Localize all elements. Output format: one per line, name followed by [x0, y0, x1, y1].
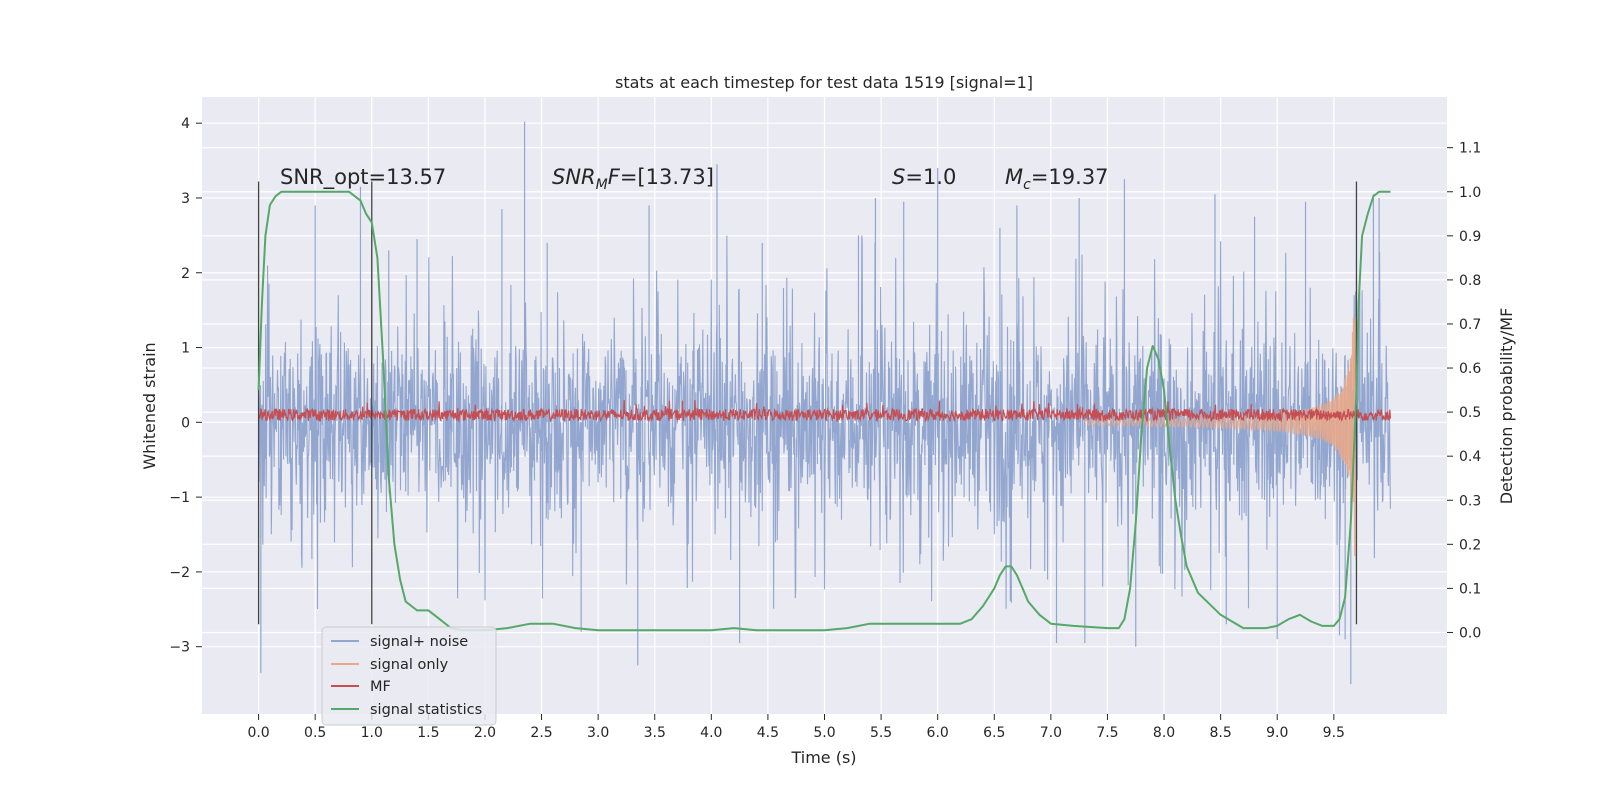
annotation-mc-value: =19.37 [1031, 165, 1109, 189]
mf-line [258, 399, 1391, 423]
x-tick-label-8: 4.0 [700, 725, 722, 741]
x-tick-label-9: 4.5 [757, 725, 779, 741]
x-tick-label-1: 0.5 [304, 725, 326, 741]
x-tick-label-16: 8.0 [1153, 725, 1175, 741]
y2-tick-label-9: 0.9 [1459, 229, 1481, 245]
y-tick-label-1: −2 [169, 565, 190, 581]
x-tick-label-12: 6.0 [927, 725, 949, 741]
y2-tick-label-3: 0.3 [1459, 493, 1481, 509]
annotation-s: S=1.0 [892, 165, 956, 189]
annotation-mc-sub: c [1023, 177, 1031, 193]
x-tick-label-6: 3.0 [587, 725, 609, 741]
signal-statistics-series [257, 190, 1391, 632]
x-tick-label-5: 2.5 [530, 725, 552, 741]
annotation-snr-mf: SNRMF=[13.73] [552, 165, 714, 193]
annotation-s-name: S [892, 165, 905, 189]
y2-tick-label-7: 0.7 [1459, 317, 1481, 333]
x-tick-label-11: 5.5 [870, 725, 892, 741]
y2-tick-label-0: 0.0 [1459, 625, 1481, 641]
x-tick-label-15: 7.5 [1096, 725, 1118, 741]
x-tick-label-7: 3.5 [644, 725, 666, 741]
legend-label-mf: MF [370, 679, 391, 695]
legend-box [321, 626, 497, 726]
x-axis-label: Time (s) [790, 748, 856, 767]
x-tick-label-17: 8.5 [1210, 725, 1232, 741]
annotation-s-value: =1.0 [905, 165, 956, 189]
annotation-mc-name: M [1005, 165, 1023, 189]
y-tick-label-2: −1 [169, 490, 190, 506]
legend-label-signal-statistics: signal statistics [370, 702, 482, 718]
y2-axis-label: Detection probability/MF [1497, 308, 1516, 505]
y2-tick-label-11: 1.1 [1459, 141, 1481, 157]
x-tick-label-2: 1.0 [361, 725, 383, 741]
y-tick-label-4: 1 [181, 341, 190, 357]
legend: signal+ noise signal only MF signal stat… [321, 626, 497, 726]
x-tick-label-0: 0.0 [247, 725, 269, 741]
y2-axis-ticks: 0.0 0.1 0.2 0.3 0.4 0.5 0.6 0.7 0.8 0.9 1.0 1.1 [1447, 141, 1481, 641]
x-tick-label-4: 2.0 [474, 725, 496, 741]
y-tick-label-6: 3 [181, 191, 190, 207]
x-tick-label-13: 6.5 [983, 725, 1005, 741]
x-tick-label-3: 1.5 [417, 725, 439, 741]
y2-tick-label-5: 0.5 [1459, 405, 1481, 421]
y-tick-label-5: 2 [181, 266, 190, 282]
y2-tick-label-2: 0.2 [1459, 537, 1481, 553]
annotation-snr-mf-sub: M [596, 177, 608, 193]
annotation-snr-mf-name: SNR [552, 165, 596, 189]
y2-tick-label-8: 0.8 [1459, 273, 1481, 289]
annotation-snr-mf-value: =[13.73] [620, 165, 714, 189]
y2-tick-label-1: 0.1 [1459, 581, 1481, 597]
y-tick-label-3: 0 [181, 415, 190, 431]
x-tick-label-10: 5.0 [813, 725, 835, 741]
x-tick-label-19: 9.5 [1323, 725, 1345, 741]
annotation-mc: Mc=19.37 [1005, 165, 1109, 193]
y2-tick-label-4: 0.4 [1459, 449, 1481, 465]
legend-label-signal-noise: signal+ noise [370, 634, 468, 650]
x-tick-label-14: 7.0 [1040, 725, 1062, 741]
y2-tick-label-10: 1.0 [1459, 185, 1481, 201]
signal-statistics-line [257, 190, 1391, 632]
chart-title: stats at each timestep for test data 151… [615, 73, 1033, 92]
y-tick-label-0: −3 [169, 640, 190, 656]
x-axis-ticks: 0.0 0.5 1.0 1.5 2.0 2.5 3.0 3.5 4.0 4.5 5.0 5.5 6.0 6… [247, 714, 1345, 741]
y-axis-ticks: −3 −2 −1 0 1 2 3 4 [169, 116, 202, 656]
annotation-snr-opt: SNR_opt=13.57 [280, 165, 446, 190]
annotation-snr-mf-rest: F [608, 165, 621, 189]
y2-tick-label-6: 0.6 [1459, 361, 1481, 377]
legend-label-signal-only: signal only [370, 657, 449, 673]
signal-plus-noise-line [258, 235, 1391, 610]
y-tick-label-7: 4 [181, 116, 190, 132]
x-tick-label-18: 9.0 [1266, 725, 1288, 741]
y-axis-label: Whitened strain [140, 342, 159, 469]
